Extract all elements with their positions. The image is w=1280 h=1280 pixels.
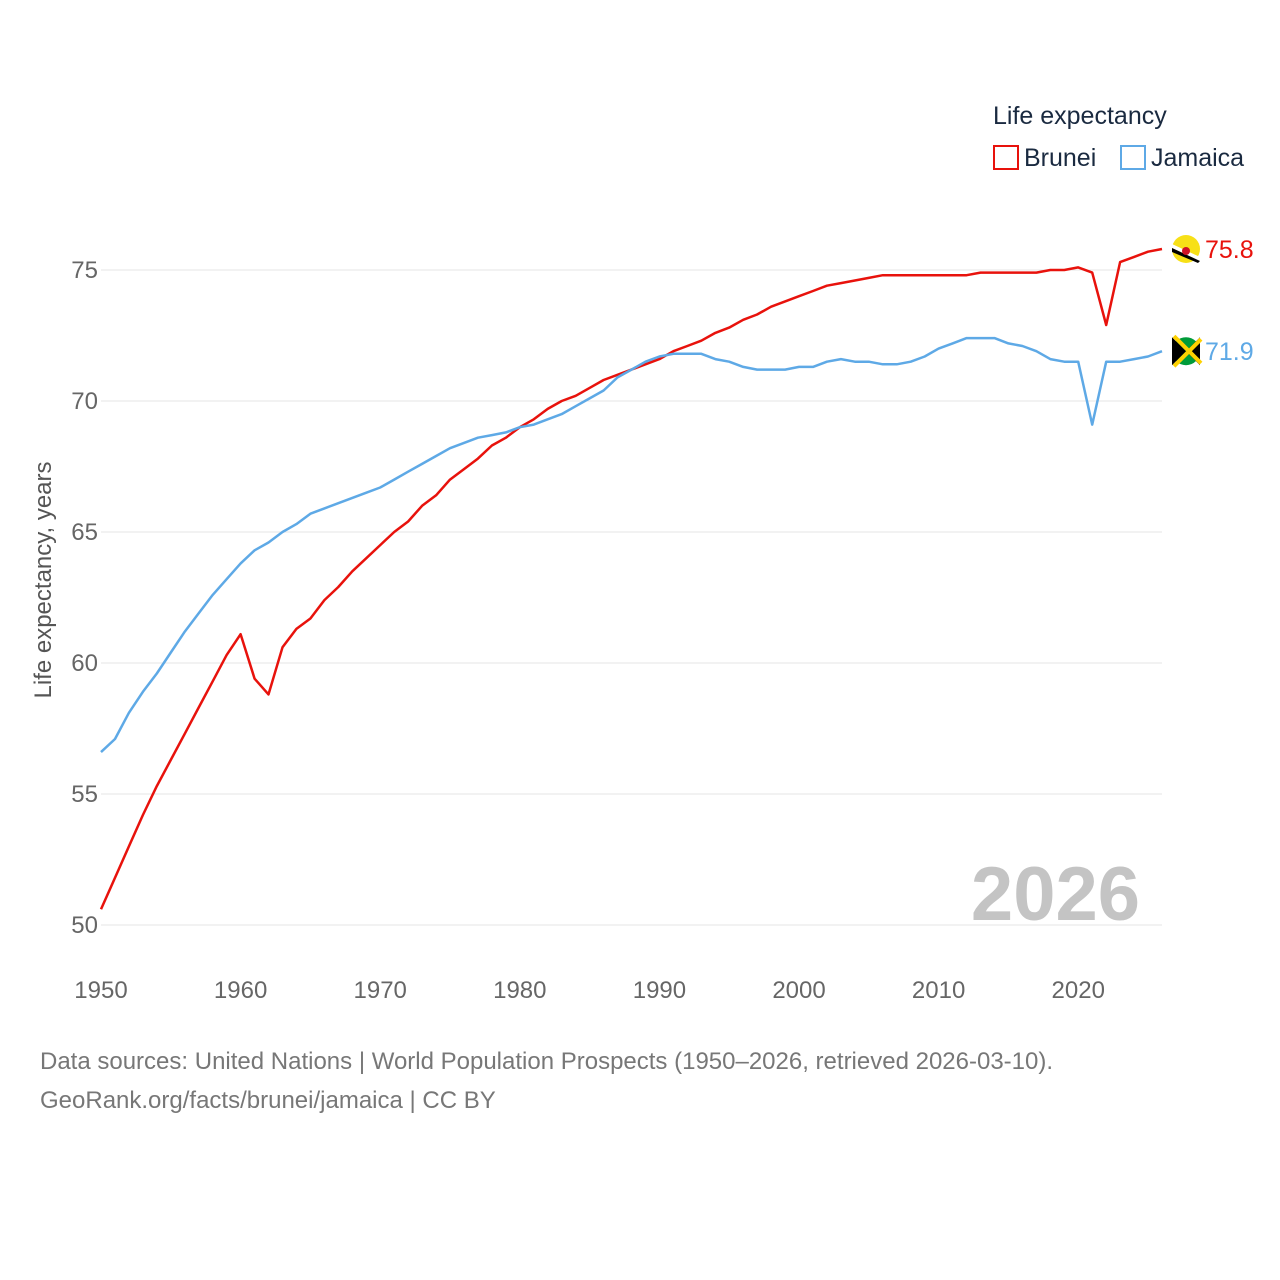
x-tick-label: 1960	[214, 977, 267, 1004]
brunei-flag-icon	[1172, 235, 1200, 263]
legend-label: Jamaica	[1151, 144, 1244, 172]
series-end-markers: 75.8 71.9	[1172, 235, 1254, 368]
credit-link[interactable]: GeoRank.org/facts/brunei/jamaica | CC BY	[40, 1087, 496, 1114]
x-tick-label: 2010	[912, 977, 965, 1004]
jamaica-line	[100, 336, 1163, 754]
y-axis-label: Life expectancy, years	[30, 461, 57, 698]
x-tick-label: 1980	[493, 977, 546, 1004]
legend[interactable]: Life expectancy Brunei Jamaica	[993, 102, 1244, 172]
jamaica-end-label: 71.9	[1205, 338, 1254, 366]
jamaica-flag-icon	[1172, 334, 1203, 368]
legend-title: Life expectancy	[993, 102, 1167, 130]
x-axis-ticks: 1950 1960 1970 1980 1990 2000 2010 2020	[74, 977, 1105, 1004]
brunei-end-label: 75.8	[1205, 236, 1254, 264]
legend-swatch	[993, 145, 1019, 170]
y-tick-label: 55	[71, 781, 98, 808]
x-tick-label: 1990	[633, 977, 686, 1004]
brunei-line	[99, 247, 1163, 910]
y-tick-label: 50	[71, 912, 98, 939]
y-tick-label: 65	[71, 519, 98, 546]
x-tick-label: 2000	[772, 977, 825, 1004]
jamaica-flag-triangles	[1172, 337, 1200, 366]
legend-item-brunei[interactable]: Brunei	[993, 144, 1096, 172]
y-tick-label: 75	[71, 257, 98, 284]
source-note: Data sources: United Nations | World Pop…	[40, 1042, 1053, 1120]
legend-swatch	[1120, 145, 1146, 170]
data-source-text: Data sources: United Nations | World Pop…	[40, 1048, 1054, 1075]
brunei-flag-black-band	[1172, 248, 1200, 263]
current-year-label: 2026	[971, 852, 1140, 937]
x-tick-label: 1970	[354, 977, 407, 1004]
y-axis-ticks: 50 55 60 65 70 75	[71, 257, 98, 939]
series-lines	[99, 247, 1163, 910]
brunei-flag-crest	[1182, 247, 1190, 255]
y-tick-label: 60	[71, 650, 98, 677]
jamaica-flag-saltire	[1172, 334, 1203, 368]
legend-label: Brunei	[1024, 144, 1096, 172]
y-tick-label: 70	[71, 388, 98, 415]
x-tick-label: 1950	[74, 977, 127, 1004]
x-tick-label: 2020	[1052, 977, 1105, 1004]
legend-item-jamaica[interactable]: Jamaica	[1120, 144, 1244, 172]
